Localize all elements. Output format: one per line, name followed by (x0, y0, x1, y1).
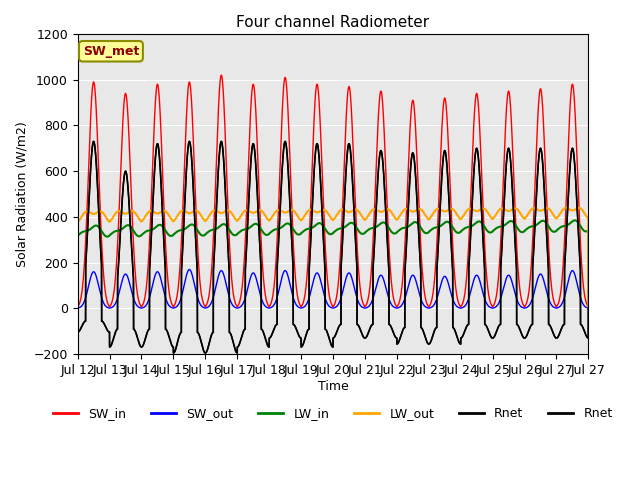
SW_in (519, 301, 527, 307)
Title: Four channel Radiometer: Four channel Radiometer (236, 15, 429, 30)
SW_out (92, 271, 99, 277)
LW_out (206, 212, 214, 217)
Rnet (74, 329, 81, 335)
Text: SW_met: SW_met (83, 45, 139, 58)
LW_out (519, 215, 527, 220)
LW_in (74, 233, 81, 239)
Rnet (90, 139, 97, 144)
Rnet (519, 334, 527, 340)
Rnet (206, 336, 214, 342)
Line: LW_in: LW_in (77, 220, 588, 308)
LW_out (575, 205, 583, 211)
SW_out (584, 305, 592, 311)
LW_in (458, 228, 465, 234)
Rnet (231, 345, 239, 351)
SW_out (74, 305, 81, 311)
LW_in (303, 227, 310, 232)
Line: Rnet: Rnet (77, 142, 588, 353)
LW_in (230, 232, 238, 238)
Rnet (303, 329, 311, 335)
SW_in (303, 275, 310, 281)
SW_in (92, 95, 99, 100)
Rnet (90, 139, 97, 144)
SW_in (458, 303, 465, 309)
Rnet (92, 152, 99, 157)
LW_in (584, 305, 592, 311)
SW_out (519, 305, 527, 311)
LW_out (74, 219, 81, 225)
Rnet (170, 350, 177, 356)
Line: Rnet: Rnet (77, 142, 588, 353)
Rnet (303, 329, 311, 335)
Rnet (458, 335, 465, 341)
Rnet (584, 305, 592, 311)
SW_in (230, 298, 238, 303)
SW_in (206, 285, 214, 291)
Rnet (519, 334, 527, 340)
LW_out (303, 209, 310, 215)
LW_out (92, 211, 99, 216)
SW_in (218, 72, 225, 78)
LW_out (230, 215, 238, 220)
Rnet (74, 329, 81, 335)
SW_out (458, 305, 465, 311)
Rnet (92, 152, 99, 157)
SW_in (74, 304, 81, 310)
SW_in (584, 305, 592, 311)
LW_in (92, 223, 99, 228)
Rnet (206, 336, 214, 342)
Rnet (458, 335, 465, 341)
Line: LW_out: LW_out (77, 208, 588, 308)
SW_out (230, 304, 238, 310)
LW_in (519, 229, 527, 235)
LW_in (206, 228, 214, 234)
Line: SW_in: SW_in (77, 75, 588, 308)
X-axis label: Time: Time (317, 380, 348, 393)
Rnet (584, 305, 592, 311)
SW_out (303, 300, 310, 306)
Line: SW_out: SW_out (77, 269, 588, 308)
SW_out (206, 302, 214, 308)
LW_in (571, 217, 579, 223)
Rnet (170, 350, 177, 356)
Rnet (231, 345, 239, 351)
LW_out (458, 216, 465, 222)
Y-axis label: Solar Radiation (W/m2): Solar Radiation (W/m2) (15, 121, 28, 267)
Legend: SW_in, SW_out, LW_in, LW_out, Rnet, Rnet: SW_in, SW_out, LW_in, LW_out, Rnet, Rnet (49, 402, 618, 425)
SW_out (186, 266, 193, 272)
LW_out (584, 305, 592, 311)
